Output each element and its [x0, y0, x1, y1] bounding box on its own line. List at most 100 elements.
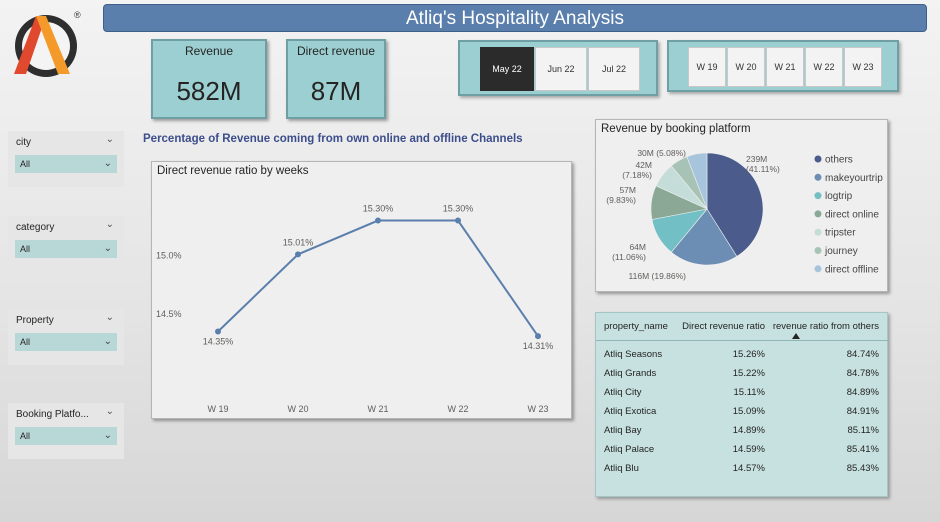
header-divider [596, 340, 889, 341]
month-slicer: May 22 Jun 22 Jul 22 [458, 40, 658, 96]
week-tile-w23[interactable]: W 23 [844, 47, 882, 87]
cell-others-ratio: 85.43% [846, 463, 879, 474]
pie-data-label: 42M (7.18%) [622, 160, 652, 180]
filter-city-dropdown[interactable]: All ⌄ [15, 155, 117, 173]
cell-property-name: Atliq Exotica [604, 406, 657, 417]
table-row[interactable]: Atliq Blu 14.57% 85.43% [596, 459, 889, 478]
legend-label[interactable]: direct online [825, 209, 879, 220]
series-line [217, 219, 539, 337]
section-title: Percentage of Revenue coming from own on… [143, 133, 523, 145]
cell-direct-ratio: 15.09% [732, 406, 765, 417]
data-point[interactable] [215, 328, 221, 335]
legend-label[interactable]: tripster [825, 228, 856, 239]
data-point[interactable] [295, 251, 301, 258]
cell-property-name: Atliq Palace [604, 444, 655, 455]
month-tile-may22[interactable]: May 22 [480, 47, 534, 91]
legend-label[interactable]: direct offline [825, 264, 879, 275]
cell-others-ratio: 85.11% [847, 425, 879, 436]
filter-property-label: Property [16, 315, 54, 326]
data-label: 15.01% [283, 237, 314, 247]
legend-marker [814, 155, 822, 163]
cell-others-ratio: 84.78% [846, 368, 879, 379]
week-tile-w21[interactable]: W 21 [766, 47, 804, 87]
data-point[interactable] [455, 217, 461, 224]
cell-property-name: Atliq Grands [604, 368, 657, 379]
data-label: 14.35% [203, 336, 234, 346]
table-row[interactable]: Atliq Exotica 15.09% 84.91% [596, 402, 889, 421]
week-tile-w20[interactable]: W 20 [727, 47, 765, 87]
cell-direct-ratio: 15.26% [732, 349, 765, 360]
chevron-down-icon[interactable]: ⌄ [105, 219, 114, 230]
table-row[interactable]: Atliq Seasons 15.26% 84.74% [596, 345, 889, 364]
chevron-down-icon[interactable]: ⌄ [105, 134, 114, 145]
cell-direct-ratio: 14.59% [732, 444, 765, 455]
chevron-down-icon[interactable]: ⌄ [105, 312, 114, 323]
legend-label[interactable]: journey [824, 246, 858, 257]
filter-category-label: category [16, 222, 55, 233]
filter-city: city ⌄ All ⌄ [8, 131, 124, 187]
legend-marker [814, 173, 822, 181]
pie-chart: 239M (41.11%) 116M (19.86%) 64M (11.06%) 57M(… [606, 148, 883, 281]
filter-property-dropdown[interactable]: All ⌄ [15, 333, 117, 351]
pie-data-label: 30M (5.08%) [637, 148, 686, 158]
pie-slice-makeyourtrip[interactable] [670, 208, 738, 266]
data-label: 15.30% [363, 204, 394, 214]
legend-marker [814, 210, 822, 218]
legend-marker [814, 192, 822, 200]
month-tile-jul22[interactable]: Jul 22 [588, 47, 640, 91]
legend-label[interactable]: logtrip [825, 191, 853, 202]
filter-booking-platform-dropdown[interactable]: All ⌄ [15, 427, 117, 445]
data-point[interactable] [375, 217, 381, 224]
filter-booking-platform-label: Booking Platfo... [16, 409, 89, 420]
filter-category-value: All [20, 244, 31, 254]
chevron-down-icon[interactable]: ⌄ [105, 406, 114, 417]
week-slicer: W 19 W 20 W 21 W 22 W 23 [667, 40, 899, 92]
pie-slice-direct-offline[interactable] [686, 152, 708, 210]
filter-category-dropdown[interactable]: All ⌄ [15, 240, 117, 258]
cell-direct-ratio: 14.89% [732, 425, 765, 436]
atliq-logo: ® [14, 10, 81, 77]
table-row[interactable]: Atliq Palace 14.59% 85.41% [596, 440, 889, 459]
kpi-direct-revenue-card: Direct revenue 87M [286, 39, 386, 119]
table-row[interactable]: Atliq Grands 15.22% 84.78% [596, 364, 889, 383]
column-header-property-name[interactable]: property_name [604, 321, 668, 332]
table-row[interactable]: Atliq Bay 14.89% 85.11% [596, 421, 889, 440]
filter-booking-platform-value: All [20, 431, 31, 441]
pie-chart-title: Revenue by booking platform [601, 123, 751, 135]
table-row[interactable]: Atliq City 15.11% 84.89% [596, 383, 889, 402]
pie-data-label: 116M (19.86%) [629, 271, 687, 281]
x-tick-label: W 22 [447, 404, 468, 414]
line-chart-panel: Direct revenue ratio by weeks 15.0% 14.5%… [151, 161, 572, 419]
kpi-direct-revenue-value: 87M [310, 76, 362, 106]
data-point[interactable] [535, 333, 541, 340]
chevron-down-icon: ⌄ [103, 336, 112, 347]
chevron-down-icon: ⌄ [103, 243, 112, 254]
column-header-direct-ratio[interactable]: Direct revenue ratio [682, 321, 765, 332]
cell-property-name: Atliq City [604, 387, 642, 398]
pie-data-label: 64M (11.06%) [612, 242, 646, 262]
kpi-direct-revenue-label: Direct revenue [296, 44, 376, 58]
week-tile-w19[interactable]: W 19 [688, 47, 726, 87]
pie-slice-others[interactable] [706, 152, 764, 257]
month-tile-jun22[interactable]: Jun 22 [535, 47, 587, 91]
cell-direct-ratio: 15.22% [732, 368, 765, 379]
week-tile-w22[interactable]: W 22 [805, 47, 843, 87]
cell-others-ratio: 84.89% [846, 387, 879, 398]
legend-label[interactable]: makeyourtrip [825, 173, 883, 184]
y-tick-label: 14.5% [156, 309, 182, 319]
filter-category: category ⌄ All ⌄ [8, 216, 124, 272]
filter-property-value: All [20, 337, 31, 347]
legend-marker [814, 265, 822, 273]
cell-direct-ratio: 14.57% [732, 463, 765, 474]
legend-marker [814, 247, 822, 254]
x-tick-label: W 21 [367, 404, 388, 414]
cell-property-name: Atliq Blu [604, 463, 639, 474]
registered-mark: ® [74, 10, 81, 20]
kpi-revenue-card: Revenue 582M [151, 39, 267, 119]
dashboard-title: Atliq's Hospitality Analysis [103, 4, 927, 32]
x-tick-label: W 23 [527, 404, 548, 414]
legend-label[interactable]: others [825, 155, 853, 166]
data-label: 14.31% [523, 341, 554, 351]
column-header-others-ratio[interactable]: revenue ratio from others [772, 321, 879, 332]
chevron-down-icon: ⌄ [103, 430, 112, 441]
